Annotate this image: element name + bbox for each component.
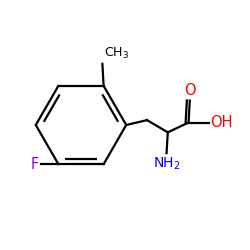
Text: CH$_3$: CH$_3$: [104, 46, 129, 61]
Text: OH: OH: [210, 115, 233, 130]
Text: NH$_2$: NH$_2$: [153, 156, 180, 172]
Text: F: F: [30, 157, 39, 172]
Text: O: O: [184, 82, 196, 98]
